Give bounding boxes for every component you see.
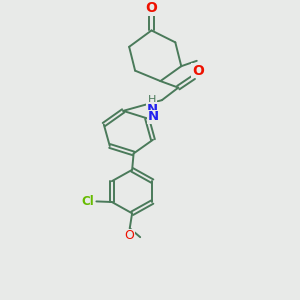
Text: N: N bbox=[148, 110, 159, 123]
Text: O: O bbox=[124, 230, 134, 242]
Text: N: N bbox=[147, 103, 158, 116]
Text: O: O bbox=[146, 2, 158, 15]
Text: H: H bbox=[148, 95, 157, 105]
Text: Cl: Cl bbox=[82, 195, 94, 208]
Text: O: O bbox=[192, 64, 204, 78]
